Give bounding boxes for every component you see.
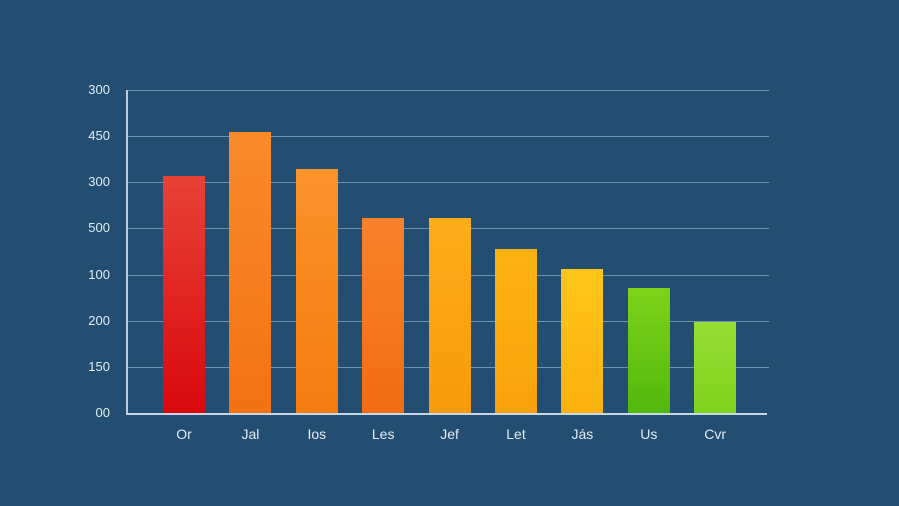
y-tick-label: 500 [88,220,110,236]
x-tick-label: Ios [307,426,327,442]
x-tick-label: Les [371,426,395,442]
y-tick-label: 00 [95,405,110,420]
bar-jal [229,132,272,413]
y-tick-label: 200 [88,312,110,328]
bar-jef [428,218,471,413]
y-tick-label: 450 [88,128,110,144]
bar-let [495,248,537,413]
bar-jás [561,269,604,413]
bar-or [163,175,205,413]
bar-ios [295,169,338,413]
y-tick-label: 300 [88,174,110,190]
x-tick-label: Jef [440,426,459,442]
x-tick-label: Cvr [704,426,727,442]
gridline [128,90,769,91]
x-tick-label: Jal [241,426,260,442]
x-tick-label: Us [640,426,658,442]
bar-les [362,218,405,413]
bar-cvr [694,321,737,413]
y-tick-label: 100 [88,266,110,282]
x-tick-label: Let [506,426,526,442]
gridline [128,182,769,184]
y-tick-label: 300 [88,82,110,97]
x-tick-label: Jás [571,426,594,442]
bar-us [627,288,670,413]
x-axis-baseline [126,413,767,415]
gridline [128,136,769,138]
x-tick-label: Or [176,426,192,442]
y-tick-label: 150 [88,358,110,374]
